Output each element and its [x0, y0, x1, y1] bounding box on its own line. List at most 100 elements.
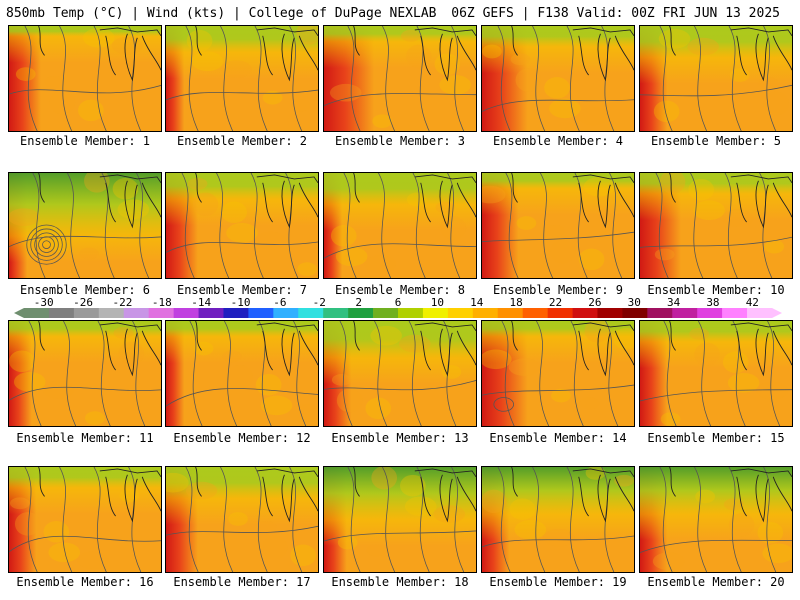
- colorbar-tick-label: -26: [73, 296, 93, 309]
- run-info: 06Z GEFS | F138 Valid: 00Z FRI JUN 13 20…: [451, 6, 780, 21]
- colorbar-swatch: [173, 308, 199, 318]
- ensemble-map-panel: [481, 25, 635, 132]
- ensemble-map-panel: [165, 320, 319, 427]
- ensemble-member-label: Ensemble Member: 5: [650, 134, 782, 148]
- colorbar-swatch: [747, 308, 773, 318]
- ensemble-member-label: Ensemble Member: 20: [647, 575, 785, 589]
- ensemble-map-panel: [165, 172, 319, 279]
- colorbar: [14, 308, 782, 318]
- colorbar-tick-label: -30: [33, 296, 54, 309]
- temperature-map: [640, 26, 792, 131]
- ensemble-map-panel: [323, 172, 477, 279]
- ensemble-member-label: Ensemble Member: 2: [176, 134, 308, 148]
- ensemble-member-label: Ensemble Member: 7: [176, 283, 308, 297]
- colorbar-swatch: [547, 308, 573, 318]
- colorbar-tick-label: 30: [627, 296, 641, 309]
- colorbar-tick-label: 26: [588, 296, 602, 309]
- colorbar-swatch: [148, 308, 174, 318]
- ensemble-member-label: Ensemble Member: 18: [331, 575, 469, 589]
- temperature-map: [9, 173, 161, 278]
- colorbar-tick-label: 6: [394, 296, 402, 309]
- colorbar-tick-label: -18: [151, 296, 172, 309]
- ensemble-member-label: Ensemble Member: 17: [173, 575, 311, 589]
- colorbar-tick-label: -10: [230, 296, 251, 309]
- colorbar-tick-label: 2: [355, 296, 362, 309]
- temperature-map: [9, 321, 161, 426]
- colorbar-swatch: [472, 308, 499, 318]
- temperature-map: [324, 321, 476, 426]
- ensemble-map-panel: [639, 172, 793, 279]
- colorbar-swatch: [298, 308, 324, 318]
- ensemble-map-panel: [639, 320, 793, 427]
- ensemble-map-panel: [165, 25, 319, 132]
- colorbar-swatch: [223, 308, 249, 318]
- colorbar-tick-label: -2: [312, 296, 326, 309]
- colorbar-swatch: [597, 308, 623, 318]
- ensemble-map-panel: [481, 320, 635, 427]
- colorbar-swatch: [248, 308, 274, 318]
- temperature-map: [166, 26, 318, 131]
- colorbar-swatch: [572, 308, 598, 318]
- ensemble-member-label: Ensemble Member: 13: [331, 431, 469, 445]
- ensemble-map-panel: [8, 172, 162, 279]
- temperature-map: [640, 173, 792, 278]
- colorbar-swatch: [422, 308, 449, 318]
- colorbar-tick-label: 42: [745, 296, 759, 309]
- colorbar-tick-label: 10: [430, 296, 444, 309]
- colorbar-swatch: [273, 308, 299, 318]
- colorbar-swatch: [98, 308, 125, 318]
- colorbar-tick-label: 38: [706, 296, 720, 309]
- ensemble-map-panel: [8, 25, 162, 132]
- colorbar-arrow-left: [14, 308, 24, 318]
- ensemble-map-panel: [165, 466, 319, 573]
- ensemble-map-panel: [481, 172, 635, 279]
- colorbar-tick-label: 14: [470, 296, 484, 309]
- temperature-map: [482, 321, 634, 426]
- colorbar-swatch: [24, 308, 50, 318]
- colorbar-swatch: [647, 308, 673, 318]
- ensemble-member-label: Ensemble Member: 4: [492, 134, 624, 148]
- colorbar-tick-label: -14: [191, 296, 212, 309]
- ensemble-member-label: Ensemble Member: 14: [489, 431, 627, 445]
- colorbar-swatch: [123, 308, 149, 318]
- ensemble-member-label: Ensemble Member: 1: [19, 134, 151, 148]
- colorbar-swatch: [722, 308, 748, 318]
- ensemble-map-panel: [323, 320, 477, 427]
- temperature-map: [324, 467, 476, 572]
- ensemble-member-label: Ensemble Member: 11: [16, 431, 154, 445]
- chart-title: 850mb Temp (°C) | Wind (kts) | College o…: [6, 6, 437, 21]
- colorbar-tick-label: 22: [548, 296, 563, 309]
- colorbar-arrow-right: [772, 308, 782, 318]
- temperature-map: [9, 467, 161, 572]
- colorbar-swatch: [373, 308, 399, 318]
- ensemble-member-label: Ensemble Member: 3: [334, 134, 466, 148]
- temperature-map: [9, 26, 161, 131]
- temperature-map: [482, 173, 634, 278]
- temperature-map: [324, 26, 476, 131]
- temperature-map: [324, 173, 476, 278]
- temperature-map: [640, 321, 792, 426]
- ensemble-member-label: Ensemble Member: 9: [492, 283, 624, 297]
- colorbar-swatch: [398, 308, 424, 318]
- colorbar-swatch: [198, 308, 224, 318]
- temperature-map: [166, 173, 318, 278]
- colorbar-swatch: [323, 308, 349, 318]
- ensemble-map-panel: [8, 466, 162, 573]
- temperature-map: [166, 321, 318, 426]
- ensemble-map-panel: [8, 320, 162, 427]
- ensemble-map-panel: [323, 25, 477, 132]
- ensemble-member-label: Ensemble Member: 8: [334, 283, 466, 297]
- colorbar-swatch: [622, 308, 648, 318]
- ensemble-member-label: Ensemble Member: 10: [647, 283, 785, 297]
- ensemble-member-label: Ensemble Member: 16: [16, 575, 154, 589]
- colorbar-swatch: [672, 308, 698, 318]
- colorbar-swatch: [48, 308, 75, 318]
- colorbar-tick-label: 34: [666, 296, 681, 309]
- colorbar-swatch: [348, 308, 374, 318]
- colorbar-swatch: [73, 308, 100, 318]
- temperature-map: [482, 26, 634, 131]
- colorbar-tick-label: -22: [112, 296, 133, 309]
- ensemble-member-label: Ensemble Member: 19: [489, 575, 627, 589]
- ensemble-member-label: Ensemble Member: 6: [19, 283, 151, 297]
- colorbar-tick-label: -6: [273, 296, 287, 309]
